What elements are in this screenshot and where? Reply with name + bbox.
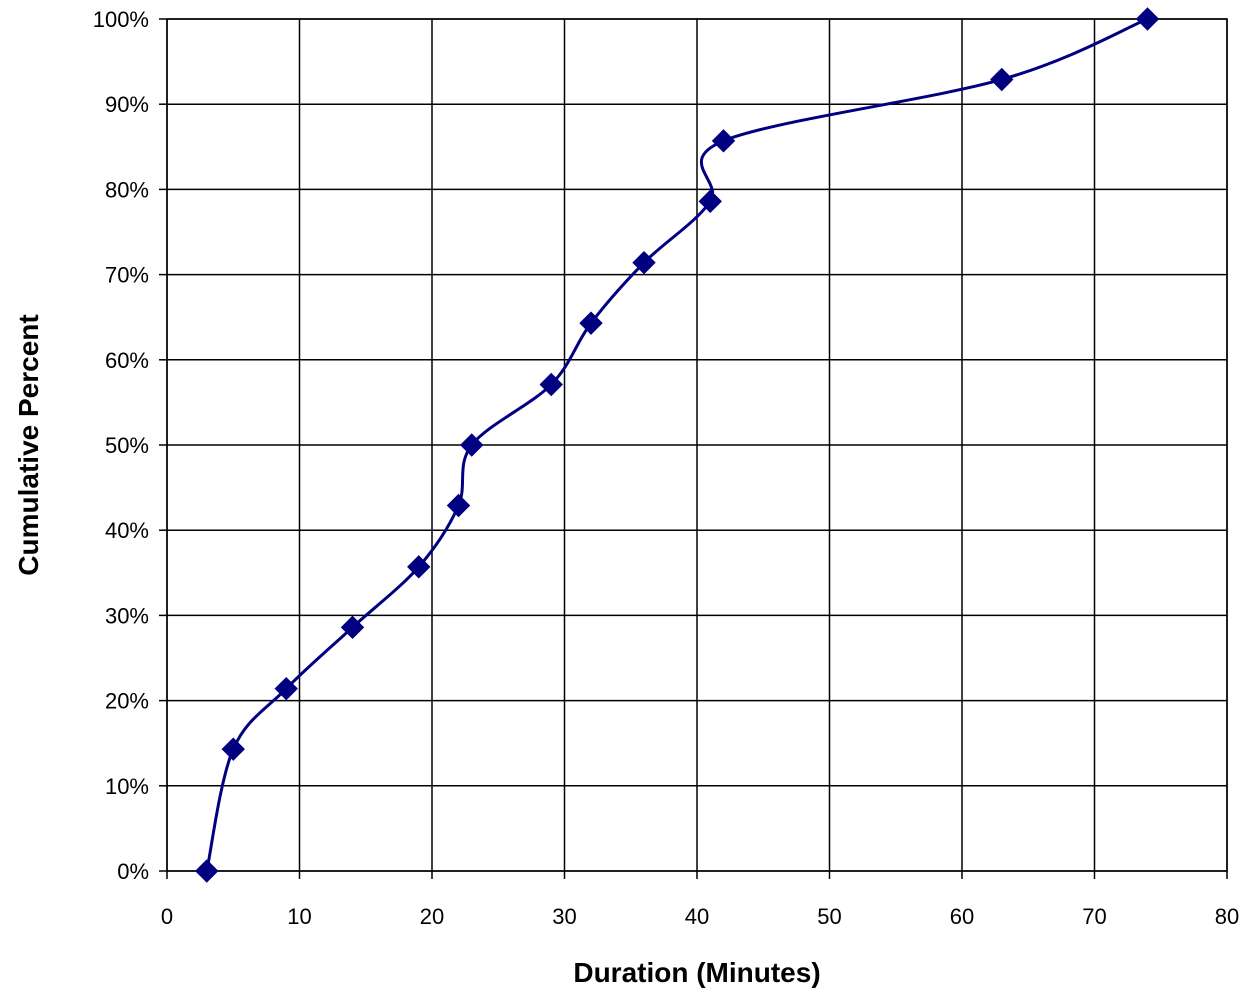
- x-tick-label: 0: [161, 904, 173, 929]
- x-tick-label: 20: [420, 904, 444, 929]
- y-tick-label: 30%: [105, 603, 149, 628]
- x-tick-label: 40: [685, 904, 709, 929]
- data-point-marker: [446, 493, 471, 518]
- plot-border: [166, 18, 1228, 872]
- x-tick-label: 30: [552, 904, 576, 929]
- x-axis-title: Duration (Minutes): [573, 957, 820, 988]
- data-series: [195, 7, 1160, 883]
- y-tick-label: 50%: [105, 433, 149, 458]
- data-point-marker: [460, 433, 484, 457]
- data-point-marker: [195, 859, 219, 883]
- data-point-marker: [698, 189, 722, 214]
- data-point-marker: [1135, 7, 1160, 31]
- data-point-marker: [711, 129, 736, 153]
- x-tick-label: 60: [950, 904, 974, 929]
- axes: [159, 18, 1228, 879]
- y-tick-label: 20%: [105, 689, 149, 714]
- y-tick-label: 60%: [105, 348, 149, 373]
- y-tick-label: 100%: [93, 7, 149, 32]
- x-tick-label: 80: [1215, 904, 1239, 929]
- x-tick-labels: 0 10 20 30 40 50 60 70 80: [161, 904, 1239, 929]
- y-tick-labels: 0% 10% 20% 30% 40% 50% 60% 70% 80% 90% 100%: [93, 7, 149, 884]
- data-point-marker: [579, 311, 603, 335]
- y-tick-label: 70%: [105, 263, 149, 288]
- x-tick-label: 50: [817, 904, 841, 929]
- y-tick-label: 80%: [105, 177, 149, 202]
- data-point-marker: [221, 737, 245, 761]
- x-tick-label: 10: [287, 904, 311, 929]
- y-tick-label: 90%: [105, 92, 149, 117]
- data-point-marker: [274, 676, 298, 701]
- data-point-marker: [407, 555, 431, 579]
- y-tick-label: 40%: [105, 518, 149, 543]
- y-axis-title: Cumulative Percent: [13, 314, 44, 575]
- data-point-marker: [990, 67, 1014, 92]
- y-tick-label: 0%: [117, 859, 149, 884]
- data-point-marker: [632, 250, 656, 275]
- x-tick-label: 70: [1082, 904, 1106, 929]
- y-tick-label: 10%: [105, 774, 149, 799]
- data-point-marker: [340, 615, 365, 640]
- data-point-marker: [539, 372, 563, 397]
